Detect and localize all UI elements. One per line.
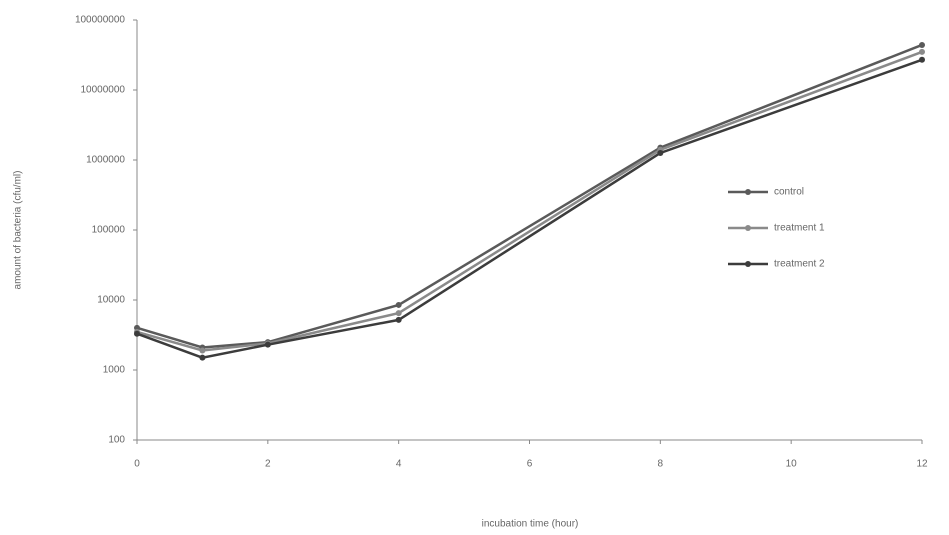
y-tick-label: 100000 bbox=[92, 225, 126, 236]
data-point bbox=[199, 354, 206, 361]
data-point bbox=[919, 56, 925, 63]
x-tick-label: 6 bbox=[527, 459, 533, 470]
y-tick-label: 100 bbox=[108, 435, 125, 446]
legend-marker bbox=[745, 189, 751, 195]
x-tick-label: 0 bbox=[134, 459, 140, 470]
series-line bbox=[136, 43, 923, 349]
legend-label: treatment 1 bbox=[774, 223, 825, 234]
y-axis-title: amount of bacteria (cfu/ml) bbox=[13, 171, 24, 290]
y-tick-label: 10000000 bbox=[81, 85, 126, 96]
data-point bbox=[919, 48, 925, 55]
data-point bbox=[395, 301, 402, 308]
x-tick-label: 4 bbox=[396, 459, 402, 470]
x-tick-label: 2 bbox=[265, 459, 271, 470]
data-point bbox=[264, 341, 271, 348]
y-tick-label: 1000 bbox=[103, 365, 126, 376]
legend-marker bbox=[745, 225, 751, 231]
data-point bbox=[657, 149, 664, 156]
data-point bbox=[395, 310, 402, 317]
data-point bbox=[199, 347, 206, 354]
x-tick-label: 10 bbox=[786, 459, 798, 470]
x-tick-label: 12 bbox=[916, 459, 928, 470]
legend-marker bbox=[745, 261, 751, 267]
y-tick-label: 1000000 bbox=[86, 155, 125, 166]
data-point bbox=[134, 330, 140, 337]
data-point bbox=[919, 41, 925, 48]
series-line bbox=[136, 50, 923, 352]
x-tick-label: 8 bbox=[658, 459, 664, 470]
series-line bbox=[136, 58, 923, 359]
legend-label: control bbox=[774, 187, 804, 198]
legend-label: treatment 2 bbox=[774, 259, 825, 270]
data-point bbox=[395, 316, 402, 323]
y-tick-label: 100000000 bbox=[75, 15, 125, 26]
y-tick-label: 10000 bbox=[97, 295, 125, 306]
x-axis-title: incubation time (hour) bbox=[482, 519, 579, 530]
